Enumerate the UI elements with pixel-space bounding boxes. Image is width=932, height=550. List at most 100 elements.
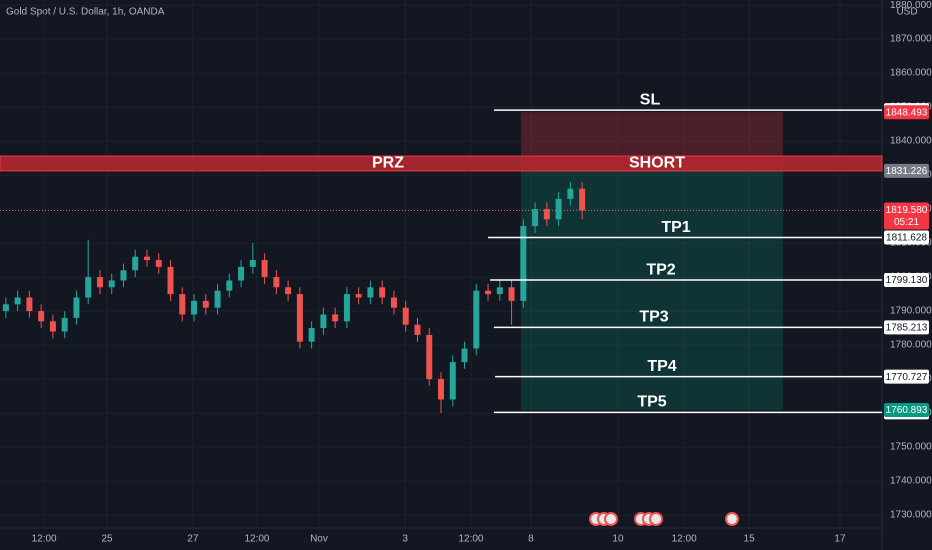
candle-body (273, 277, 280, 288)
x-tick-label: Nov (310, 534, 328, 545)
zone-label: PRZ (372, 155, 404, 172)
level-tag-label: 1811.628 (886, 233, 927, 244)
level-label: TP2 (646, 261, 675, 278)
candle-body (532, 209, 539, 227)
candle-body (320, 314, 327, 329)
candle-body (155, 260, 162, 267)
stop-tag (884, 105, 929, 120)
countdown-label: 05:21 (894, 217, 919, 228)
candle-body (249, 260, 256, 267)
event-icons (589, 512, 739, 526)
candle-body (108, 280, 115, 288)
x-tick-label: 3 (402, 534, 408, 545)
target-tag (884, 403, 929, 418)
candle-body (543, 209, 550, 220)
candle-body (579, 188, 586, 211)
level-tag (884, 230, 929, 245)
position-label: SHORT (629, 155, 685, 172)
candle-body (49, 321, 56, 332)
candle-body (355, 294, 362, 298)
candle-body (202, 300, 209, 308)
level-tag-label: 1770.727 (886, 372, 928, 383)
level-label: SL (640, 91, 661, 108)
level-label: TP4 (647, 358, 676, 375)
level-label: TP1 (661, 219, 690, 236)
prz-zone (0, 155, 883, 172)
candle-body (132, 256, 139, 271)
event-icon[interactable] (725, 512, 739, 526)
candle-body (226, 280, 233, 291)
level-tag (884, 320, 929, 335)
candle-body (496, 287, 503, 295)
x-tick-label: 12:00 (244, 534, 269, 545)
candle-body (520, 226, 527, 301)
y-tick-label: 1870.000 (890, 34, 932, 45)
candle-body (26, 297, 33, 312)
candle-body (438, 379, 444, 400)
currency: USD (896, 7, 917, 18)
stop-tag-label: 1848.493 (886, 107, 928, 118)
candle-body (120, 270, 127, 281)
candle-body (567, 188, 574, 199)
candle-body (461, 348, 468, 363)
candle-body (214, 290, 221, 308)
level-label: TP5 (637, 394, 666, 411)
candle-body (85, 277, 92, 298)
candle-body (261, 260, 268, 278)
y-tick-label: 1880.000 (890, 0, 932, 11)
candle-body (73, 297, 80, 318)
entry-tag (884, 163, 929, 178)
candle-body (367, 287, 374, 298)
candle-body (343, 294, 350, 322)
candle-body (2, 304, 9, 312)
level-tag-label: 1785.213 (886, 323, 928, 334)
candle-body (332, 314, 339, 322)
candle-body (144, 256, 150, 261)
event-icon[interactable] (649, 512, 663, 526)
candle-body (38, 311, 45, 322)
candle-body (390, 297, 397, 308)
y-tick-label: 1840.000 (890, 136, 932, 147)
x-tick-label: 17 (834, 534, 846, 545)
y-tick-label: 1790.000 (890, 306, 932, 317)
y-tick-label: 1740.000 (890, 476, 932, 487)
y-tick-label: 1860.000 (890, 68, 932, 79)
last-price-label: 1819.580 (886, 205, 928, 216)
candle-body (449, 362, 456, 400)
x-tick-label: 15 (744, 534, 756, 545)
candle-body (379, 287, 386, 298)
x-tick-label: 25 (101, 534, 113, 545)
last-price-tag (884, 202, 929, 230)
x-tick-label: 10 (612, 534, 624, 545)
candle-body (508, 287, 515, 301)
candle-body (296, 294, 303, 342)
candle-body (14, 297, 21, 305)
candle-body (191, 300, 198, 315)
x-tick-label: 27 (187, 534, 199, 545)
candle-body (485, 290, 492, 295)
target-tag-label: 1760.893 (886, 405, 928, 416)
candle-body (238, 266, 245, 281)
candle-body (473, 290, 480, 349)
event-icon[interactable] (604, 512, 618, 526)
level-tag (884, 369, 929, 384)
level-label: TP3 (639, 309, 668, 326)
x-tick-label: 12:00 (672, 534, 697, 545)
entry-tag-label: 1831.226 (886, 166, 928, 177)
level-tag-label: 1799.130 (886, 275, 928, 286)
level-tag (884, 273, 929, 288)
y-tick-label: 1780.000 (890, 340, 932, 351)
candle-body (167, 266, 174, 295)
y-tick-label: 1750.000 (890, 442, 932, 453)
candle-body (285, 287, 292, 295)
x-tick-label: 12:00 (32, 534, 57, 545)
candle-body (61, 317, 68, 332)
y-tick-label: 1730.000 (890, 510, 932, 521)
candle-body (179, 294, 186, 315)
candle-body (426, 334, 433, 380)
candle-body (402, 307, 409, 325)
x-tick-label: 12:00 (458, 534, 483, 545)
candle-body (414, 324, 421, 335)
